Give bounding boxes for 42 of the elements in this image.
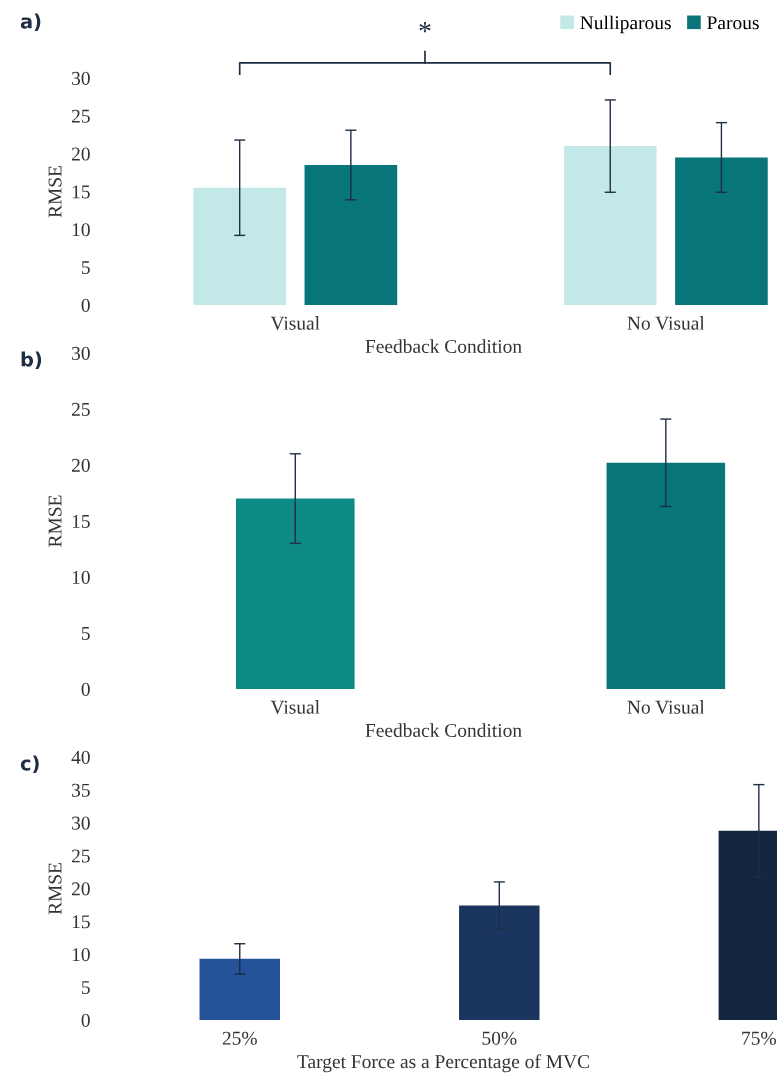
y-tick-label: 15: [72, 185, 90, 199]
legend-label: Parous: [707, 16, 759, 30]
y-tick-label: 10: [72, 570, 90, 584]
y-tick-label: 10: [72, 948, 90, 962]
y-axis-title: RMSE: [48, 862, 62, 915]
x-tick-label: 75%: [742, 1031, 776, 1045]
y-tick-label: 40: [71, 750, 90, 764]
x-tick-label: 50%: [482, 1031, 517, 1045]
y-tick-label: 5: [81, 261, 90, 275]
legend-label: Nulliparous: [580, 15, 671, 34]
y-tick-label: 30: [72, 816, 90, 830]
y-tick-label: 10: [72, 223, 90, 237]
x-tick-label: 25%: [222, 1031, 257, 1045]
x-axis-title: Target Force as a Percentage of MVC: [297, 1054, 589, 1073]
x-tick-label: Visual: [270, 316, 320, 330]
y-axis-title: RMSE: [48, 165, 62, 218]
x-tick-label: Visual: [270, 700, 320, 714]
y-tick-label: 0: [81, 1013, 90, 1027]
y-tick-label: 15: [72, 514, 90, 528]
text: b): [21, 351, 42, 369]
y-axis-title: RMSE: [48, 495, 62, 547]
y-tick-label: 25: [71, 849, 90, 863]
text: c): [20, 755, 39, 773]
text: *: [419, 22, 431, 33]
x-tick-label: No Visual: [627, 316, 705, 330]
y-tick-label: 25: [71, 402, 90, 416]
text: a): [20, 13, 41, 31]
x-axis-title: Feedback Condition: [365, 723, 522, 737]
y-tick-label: 5: [81, 627, 90, 640]
y-tick-label: 20: [71, 882, 90, 896]
y-tick-label: 0: [81, 298, 90, 312]
x-axis-title: Feedback Condition: [365, 339, 522, 353]
y-tick-label: 20: [71, 458, 90, 472]
y-tick-label: 25: [71, 109, 90, 123]
y-tick-label: 0: [81, 682, 90, 696]
y-tick-label: 30: [72, 346, 90, 360]
y-tick-label: 15: [72, 915, 90, 929]
y-tick-label: 5: [81, 981, 90, 995]
y-tick-label: 35: [72, 783, 90, 797]
y-tick-label: 30: [72, 71, 90, 85]
y-tick-label: 20: [71, 147, 90, 161]
x-tick-label: No Visual: [627, 700, 705, 714]
